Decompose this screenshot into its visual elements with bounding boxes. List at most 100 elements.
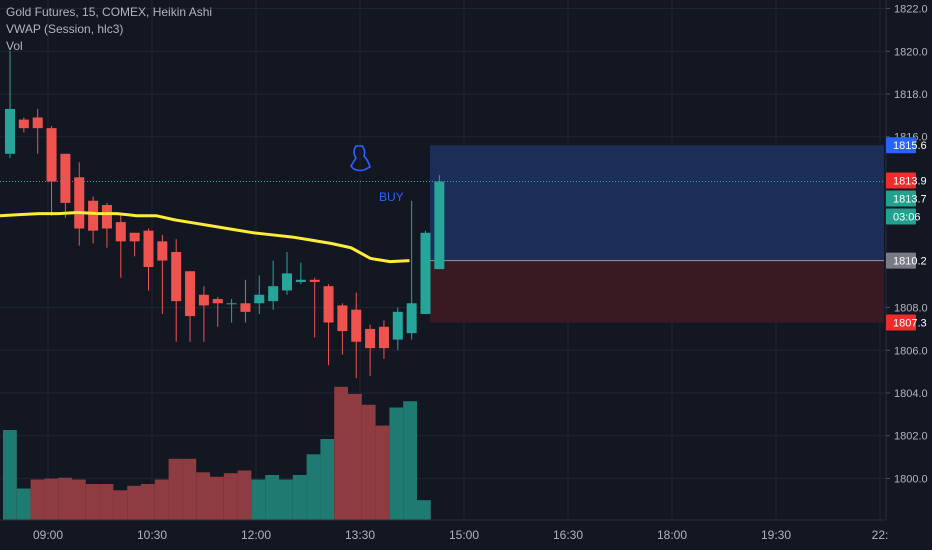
volume-bar (113, 490, 128, 520)
price-tag (886, 137, 916, 154)
price-tag (886, 252, 916, 269)
time-axis[interactable]: 09:00 10:30 12:00 13:30 15:00 16:30 18:00 19:30… (0, 519, 889, 542)
time-tick-label: 19:30 (761, 528, 791, 542)
volume-bar (182, 458, 197, 520)
time-tick-label: 12:00 (241, 528, 271, 542)
candle-body (60, 153, 71, 203)
price-tag (886, 314, 916, 331)
price-tick-label: 1822.0 (894, 4, 928, 16)
candle-body (18, 119, 29, 129)
candle-body (240, 303, 251, 312)
candle-body (185, 271, 196, 317)
volume-bar (348, 394, 362, 520)
buy-marker-icon (350, 145, 371, 172)
chart-overlay: BUY (0, 145, 884, 204)
volume-legend[interactable]: Vol (6, 39, 23, 53)
vwap-legend[interactable]: VWAP (Session, hlc3) (6, 22, 124, 36)
price-tag-label: 1807.3 (893, 318, 927, 330)
candle-body (268, 286, 279, 302)
candle-body (420, 232, 431, 314)
candle-body (101, 205, 112, 229)
candle-body (157, 241, 168, 261)
price-tick-label: 1806.0 (894, 345, 928, 357)
candlestick-series (5, 51, 445, 379)
volume-bar (265, 475, 279, 520)
volume-bar (375, 425, 390, 520)
price-axis[interactable]: 1822.01820.01818.01816.01808.01806.01804… (885, 0, 932, 550)
volume-bar (320, 439, 335, 520)
volume-bar (403, 401, 417, 520)
time-tick-label: 18:00 (657, 528, 687, 542)
volume-bar (30, 479, 45, 520)
candle-body (254, 294, 265, 304)
candle-body (226, 303, 237, 305)
candle-body (88, 200, 99, 231)
candle-body (46, 128, 57, 182)
buy-label: BUY (379, 190, 404, 204)
volume-bar (389, 407, 404, 520)
volume-bar (168, 458, 183, 520)
volume-bar (279, 479, 293, 520)
candle-body (143, 230, 154, 267)
candle-body (365, 328, 376, 349)
price-tick-label: 1820.0 (894, 46, 928, 58)
price-tag-label: 03:06 (893, 212, 921, 224)
volume-bar (292, 475, 307, 520)
candle-body (74, 177, 85, 229)
candle-body (5, 108, 15, 154)
symbol-title[interactable]: Gold Futures, 15, COMEX, Heikin Ashi (6, 5, 213, 19)
volume-bar (44, 478, 59, 520)
price-axis-bg (886, 0, 932, 550)
volume-bar (72, 479, 86, 520)
time-tick-label: 16:30 (553, 528, 583, 542)
time-tick-label: 22: (872, 528, 889, 542)
volume-bar (210, 476, 224, 520)
chart-legend: Gold Futures, 15, COMEX, Heikin Ashi VWA… (6, 4, 212, 55)
volume-bar (306, 454, 321, 520)
candle-body (115, 222, 126, 242)
volume-bar (99, 484, 114, 520)
volume-bar (3, 430, 17, 520)
long-position-tool[interactable] (430, 145, 884, 323)
time-tick-label: 09:00 (33, 528, 63, 542)
candle-body (212, 299, 223, 304)
price-tag (886, 208, 916, 225)
candle-body (282, 273, 292, 291)
candle-body (171, 252, 182, 302)
volume-bar (16, 488, 31, 520)
volume-bar (237, 470, 252, 520)
volume-bar (58, 477, 72, 520)
price-tag-label: 1813.7 (893, 194, 927, 206)
candle-body (309, 279, 320, 282)
time-tick-label: 15:00 (449, 528, 479, 542)
candle-body (392, 311, 403, 340)
volume-bar (251, 479, 266, 520)
candle-body (406, 303, 417, 334)
volume-bar (223, 473, 238, 520)
time-tick-label: 10:30 (137, 528, 167, 542)
candle-body (295, 279, 306, 282)
volume-bar (127, 485, 141, 520)
candle-body (129, 232, 140, 242)
volume-bar (417, 500, 431, 520)
time-tick-label: 13:30 (345, 528, 375, 542)
candle-body (434, 181, 445, 270)
volume-bar (361, 404, 376, 520)
candle-body (198, 294, 209, 306)
volume-bar (154, 479, 169, 520)
price-tag-label: 1813.9 (893, 176, 927, 188)
candle-body (351, 309, 362, 342)
price-tag (886, 172, 916, 189)
price-tag-label: 1810.2 (893, 256, 927, 268)
price-tag-label: 1815.6 (893, 140, 927, 152)
profit-zone (430, 145, 884, 261)
loss-zone (430, 260, 884, 323)
candle-body (378, 326, 389, 349)
volume-bar (85, 484, 100, 520)
vwap-line (0, 211, 410, 264)
price-tick-label: 1800.0 (894, 473, 928, 485)
volume-bars (3, 386, 431, 520)
price-tick-label: 1808.0 (894, 303, 928, 315)
price-tick-label: 1818.0 (894, 89, 928, 101)
